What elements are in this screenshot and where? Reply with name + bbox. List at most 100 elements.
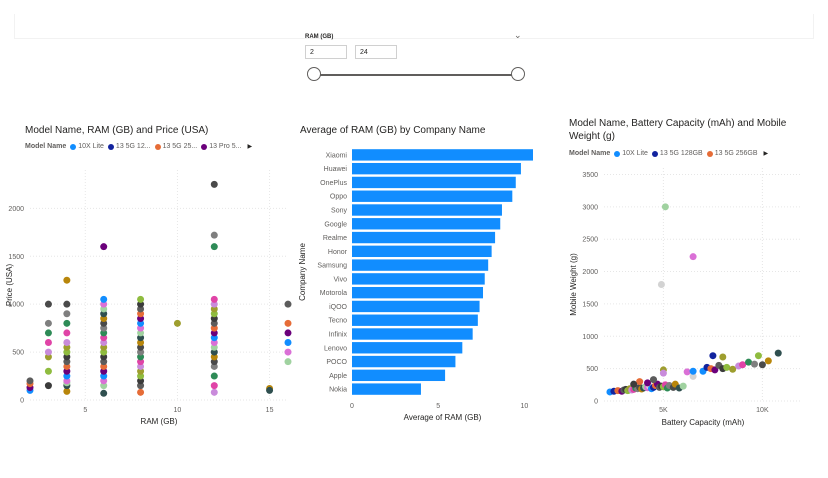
- chart1-plot[interactable]: 0 500 1000 1500 2000 5 10 15 RAM (GB) Price (USA): [0, 150, 300, 450]
- scatter-point: [284, 329, 292, 337]
- scatter-point: [137, 310, 145, 318]
- scatter-point: [63, 377, 71, 385]
- y-tick-label: 1000: [8, 302, 24, 309]
- scatter-point: [63, 358, 71, 366]
- scatter-point: [100, 305, 108, 313]
- scatter-point: [63, 319, 71, 327]
- legend-dot: [706, 150, 713, 157]
- legend-dot: [651, 150, 658, 157]
- legend-label: 13 5G 25...: [162, 143, 198, 150]
- legend-item[interactable]: 13 5G 12...: [107, 143, 151, 150]
- chart3-plot[interactable]: 0 500 1000 1500 2000 2500 3000 3500 5K 10K Battery…: [566, 158, 826, 458]
- scatter-point: [44, 367, 52, 375]
- scatter-point: [44, 353, 52, 361]
- scatter-point: [210, 353, 218, 361]
- bar: [352, 259, 489, 271]
- category-label: Samsung: [317, 263, 347, 270]
- scatter-point: [100, 295, 108, 303]
- bar: [352, 190, 513, 202]
- scatter-point: [137, 315, 145, 323]
- scatter-points: [606, 203, 782, 396]
- scatter-point: [100, 382, 108, 390]
- slicer-max-input[interactable]: 24: [355, 45, 397, 59]
- legend-item[interactable]: 10X Lite: [70, 143, 104, 150]
- chevron-down-icon[interactable]: ⌄: [514, 30, 522, 40]
- chart1-title: Model Name, RAM (GB) and Price (USA): [25, 125, 209, 136]
- x-tick-label: 15: [266, 407, 274, 414]
- scatter-point: [683, 368, 691, 376]
- legend-label: 13 5G 128GB: [659, 150, 703, 157]
- slicer-track[interactable]: [314, 74, 518, 76]
- bar: [352, 245, 492, 258]
- scatter-point: [100, 389, 108, 397]
- legend-item[interactable]: 13 5G 25...: [154, 143, 198, 150]
- category-label: Honor: [328, 249, 348, 256]
- chart2-plot[interactable]: 0 5 10 Xiaomi Huawei OnePlus Oppo Sony Google Rea…: [296, 140, 556, 440]
- slicer-max-handle[interactable]: [511, 67, 525, 81]
- scatter-point: [739, 361, 747, 369]
- scatter-point: [137, 295, 145, 303]
- scatter-point: [284, 300, 292, 308]
- bar: [352, 218, 501, 230]
- legend-dot: [614, 150, 621, 157]
- legend-dot: [154, 143, 161, 150]
- scatter-point: [661, 203, 669, 211]
- slicer-min-input[interactable]: 2: [305, 45, 347, 59]
- legend-next-arrow-icon[interactable]: ▶: [247, 144, 253, 150]
- scatter-point: [137, 358, 145, 366]
- scatter-point: [63, 329, 71, 337]
- scatter-point: [284, 358, 292, 366]
- legend-next-arrow-icon[interactable]: ▶: [763, 151, 769, 157]
- y-tick-label: 0: [20, 398, 24, 405]
- scatter-point: [100, 372, 108, 380]
- y-axis-label: Mobile Weight (g): [569, 253, 578, 316]
- x-tick-label: 5: [436, 403, 440, 410]
- scatter-point: [284, 348, 292, 356]
- x-tick-label: 10K: [756, 407, 769, 414]
- y-tick-label: 3500: [582, 172, 598, 179]
- scatter-point: [137, 377, 145, 385]
- category-label: Vivo: [334, 276, 348, 283]
- y-axis-label: Company Name: [298, 243, 307, 301]
- scatter-point: [210, 243, 218, 251]
- bar: [352, 355, 456, 368]
- scatter-point: [689, 367, 697, 375]
- legend-item[interactable]: 13 Pro 5...: [201, 143, 242, 150]
- legend-dot: [107, 143, 114, 150]
- y-tick-label: 1500: [582, 301, 598, 308]
- y-tick-label: 500: [12, 350, 24, 357]
- legend-label: 13 Pro 5...: [209, 143, 242, 150]
- scatter-point: [44, 319, 52, 327]
- legend-item[interactable]: 13 5G 256GB: [706, 150, 758, 157]
- x-axis-label: Battery Capacity (mAh): [662, 418, 745, 427]
- scatter-point: [44, 382, 52, 390]
- scatter-point: [100, 315, 108, 323]
- legend-item[interactable]: 13 5G 128GB: [651, 150, 703, 157]
- scatter-point: [210, 319, 218, 327]
- scatter-point: [100, 353, 108, 361]
- category-label: Motorola: [320, 290, 347, 297]
- scatter-point: [659, 369, 667, 377]
- category-label: OnePlus: [320, 180, 347, 187]
- scatter-point: [284, 339, 292, 346]
- legend-item[interactable]: 10X Lite: [614, 150, 648, 157]
- scatter-point: [284, 319, 292, 327]
- scatter-point: [210, 231, 218, 239]
- scatter-point: [210, 382, 218, 390]
- ram-range-slicer[interactable]: RAM (GB) ⌄ 2 24: [300, 30, 532, 90]
- chart3-title-line2: Weight (g): [569, 131, 615, 142]
- scatter-point: [210, 388, 218, 396]
- scatter-point: [758, 361, 766, 369]
- scatter-point: [137, 348, 145, 356]
- scatter-point: [100, 343, 108, 351]
- y-tick-label: 3000: [582, 204, 598, 211]
- legend-dot: [201, 143, 208, 150]
- y-tick-label: 1500: [8, 254, 24, 261]
- scatter-point: [100, 329, 108, 337]
- scatter-point: [729, 365, 737, 373]
- category-label: Google: [324, 221, 347, 228]
- top-bar: [14, 14, 814, 39]
- scatter-point: [63, 310, 71, 318]
- legend-label: 10X Lite: [78, 143, 104, 150]
- slicer-min-handle[interactable]: [307, 67, 321, 81]
